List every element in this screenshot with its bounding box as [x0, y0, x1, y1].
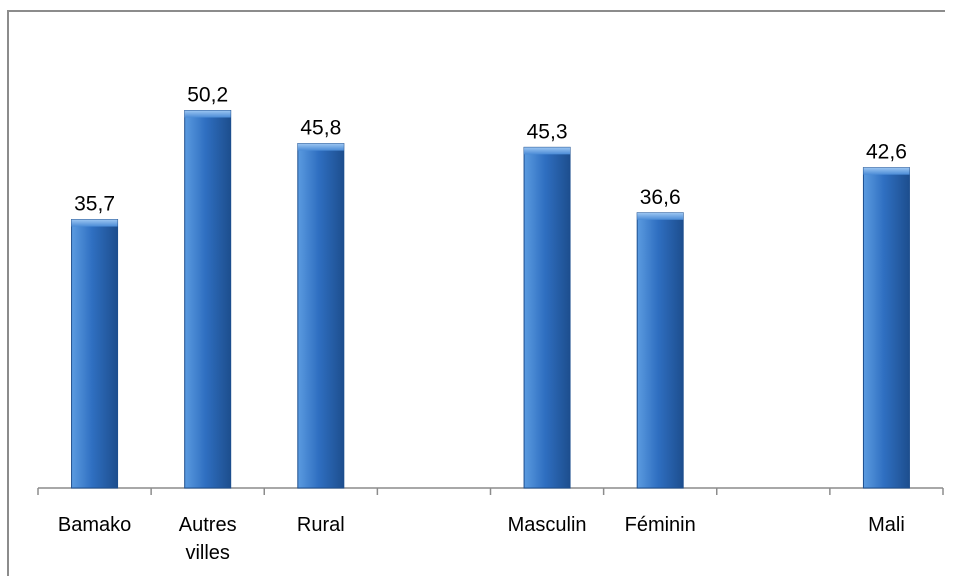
bar-cap: [524, 147, 571, 155]
bar-masculin: [523, 146, 571, 489]
x-tick-label: Masculin: [508, 514, 587, 536]
chart-frame: [7, 10, 945, 576]
x-tick-labels: Bamako Autres villes Rural Masculin Féminin Ma…: [58, 514, 905, 564]
bar-cap: [71, 219, 118, 227]
data-label: 45,3: [527, 120, 568, 143]
x-tick-label: Féminin: [625, 514, 696, 536]
data-labels: 35,7 50,2 45,8 45,3 36,6 42,6: [74, 84, 907, 216]
bar-body: [523, 146, 571, 489]
bar-body: [862, 167, 910, 489]
bar-cap: [184, 110, 231, 118]
bar-cap: [863, 167, 910, 175]
data-label: 42,6: [866, 141, 907, 164]
data-label: 50,2: [187, 84, 228, 107]
data-label: 45,8: [300, 117, 341, 140]
data-label: 36,6: [640, 186, 681, 209]
data-label: 35,7: [74, 193, 115, 216]
bar-body: [71, 219, 119, 489]
x-axis: [37, 487, 944, 495]
x-tick-label: Rural: [297, 514, 345, 536]
x-tick-label: Bamako: [58, 514, 131, 536]
bar-cap: [297, 143, 344, 151]
bar-mali: [862, 167, 910, 489]
bar-series: [71, 110, 910, 489]
bar-body: [636, 212, 684, 489]
bar-autres-villes: [184, 110, 232, 489]
bar-body: [184, 110, 232, 489]
bar-cap: [637, 212, 684, 220]
bar-rural: [297, 143, 345, 489]
x-tick-label: Autres villes: [179, 514, 237, 564]
bar-body: [297, 143, 345, 489]
bar-bamako: [71, 219, 119, 489]
bar-féminin: [636, 212, 684, 489]
x-tick-label: Mali: [868, 514, 905, 536]
